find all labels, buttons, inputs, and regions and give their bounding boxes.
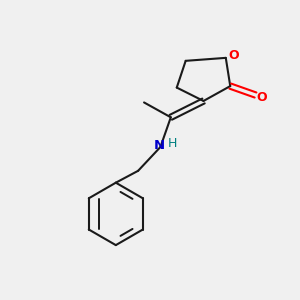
Text: O: O [228, 49, 238, 62]
Text: N: N [153, 139, 164, 152]
Text: O: O [257, 92, 267, 104]
Text: H: H [168, 137, 178, 150]
